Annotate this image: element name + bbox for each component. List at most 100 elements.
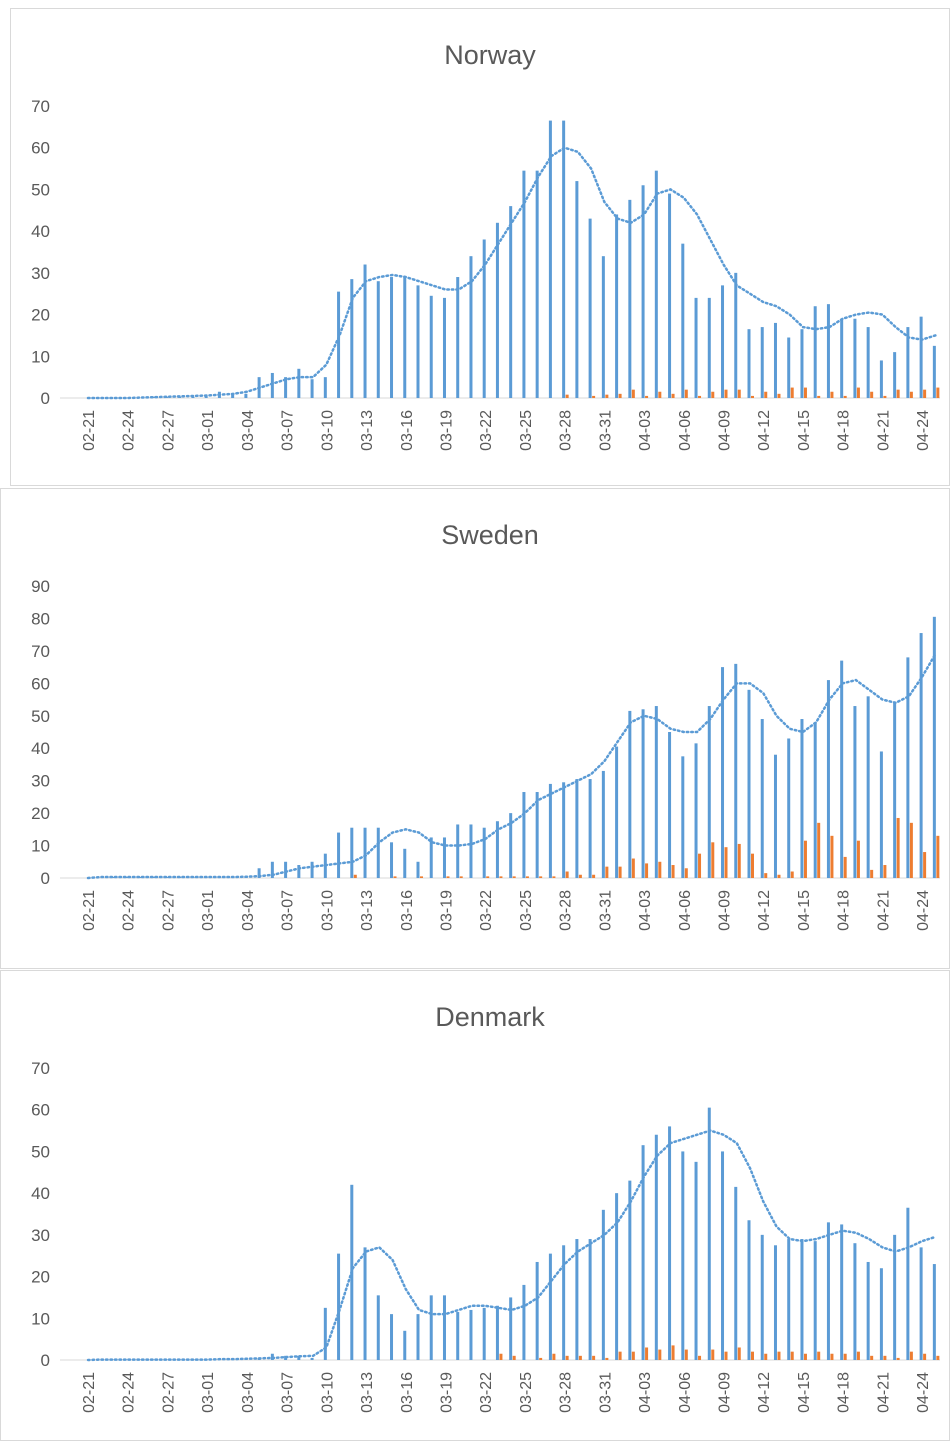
x-tick-label: 04-03 [637, 410, 654, 451]
bar [737, 1347, 741, 1360]
y-tick-label: 10 [31, 1309, 50, 1328]
bar [932, 616, 936, 878]
bar [879, 1268, 883, 1360]
bar [800, 329, 804, 398]
bar [654, 170, 658, 398]
bar [578, 1355, 582, 1360]
bar [390, 842, 394, 878]
y-tick-label: 70 [31, 1059, 50, 1078]
bar [681, 243, 685, 398]
bar [641, 185, 645, 398]
bar [257, 868, 261, 878]
bar [310, 1357, 314, 1360]
y-tick-label: 0 [41, 1351, 50, 1370]
bar [737, 389, 741, 398]
bar [509, 1297, 513, 1360]
x-tick-label: 02-27 [160, 1372, 177, 1413]
x-tick-label: 04-06 [677, 1372, 694, 1413]
bar [773, 1245, 777, 1360]
bar [893, 352, 897, 398]
bar [350, 279, 354, 398]
bar [204, 395, 208, 398]
bar [605, 1357, 609, 1360]
bar [773, 754, 777, 878]
bar [936, 835, 940, 878]
x-tick-label: 04-24 [915, 1372, 932, 1413]
bar [936, 387, 940, 398]
x-tick-label: 04-12 [756, 890, 773, 931]
bar [654, 706, 658, 878]
bar [231, 393, 235, 398]
x-tick-label: 03-22 [478, 1372, 495, 1413]
bar [711, 1349, 715, 1360]
bar [658, 1349, 662, 1360]
x-tick-label: 04-18 [836, 890, 853, 931]
bar [654, 1134, 658, 1360]
bar [840, 318, 844, 398]
bar [879, 360, 883, 398]
bar [575, 1239, 579, 1360]
bar [909, 822, 913, 878]
bar [747, 329, 751, 398]
bar [843, 1353, 847, 1360]
bar [790, 387, 794, 398]
bar [337, 832, 341, 878]
x-tick-label: 04-15 [796, 410, 813, 451]
bar [803, 1353, 807, 1360]
bar [830, 835, 834, 878]
bar [698, 1355, 702, 1360]
bar [787, 738, 791, 878]
bar [601, 256, 605, 398]
x-tick-label: 03-04 [240, 410, 257, 451]
bar [390, 1314, 394, 1360]
bar [803, 387, 807, 398]
bar [297, 1355, 301, 1360]
bar [284, 861, 288, 878]
bar [592, 874, 596, 878]
bar [906, 1207, 910, 1360]
bar [879, 751, 883, 878]
bar [641, 1145, 645, 1360]
bar [588, 218, 592, 398]
bar [601, 770, 605, 878]
bar [631, 389, 635, 398]
bar [830, 391, 834, 398]
bar [681, 1151, 685, 1360]
bar [565, 394, 569, 398]
bar [628, 1180, 632, 1360]
bar [539, 1357, 543, 1360]
bar [482, 827, 486, 878]
x-tick-label: 03-28 [558, 410, 575, 451]
y-tick-label: 60 [31, 674, 50, 693]
bar [456, 1312, 460, 1360]
y-tick-label: 40 [31, 739, 50, 758]
x-tick-label: 02-21 [81, 890, 98, 931]
bar [856, 840, 860, 878]
bar [565, 1355, 569, 1360]
x-tick-label: 04-03 [637, 1372, 654, 1413]
x-tick-label: 04-21 [875, 1372, 892, 1413]
x-tick-label: 03-19 [438, 1372, 455, 1413]
bar [323, 1307, 327, 1360]
y-tick-label: 0 [41, 869, 50, 888]
bar [840, 1224, 844, 1360]
bar [737, 843, 741, 878]
bar [628, 710, 632, 878]
bar [751, 395, 754, 398]
y-tick-label: 20 [31, 1268, 50, 1287]
x-tick-label: 04-12 [756, 410, 773, 451]
panel [10, 8, 950, 486]
bar [403, 277, 407, 398]
bar [751, 853, 754, 878]
bar [645, 395, 649, 398]
trend-line [86, 1129, 937, 1362]
bar [353, 874, 357, 878]
bar [522, 792, 526, 878]
y-tick-label: 20 [31, 306, 50, 325]
bar [615, 1193, 619, 1360]
bar [588, 779, 592, 878]
x-tick-label: 04-09 [717, 890, 734, 931]
x-tick-label: 03-25 [518, 1372, 535, 1413]
bar [923, 852, 927, 878]
bar [817, 822, 821, 878]
